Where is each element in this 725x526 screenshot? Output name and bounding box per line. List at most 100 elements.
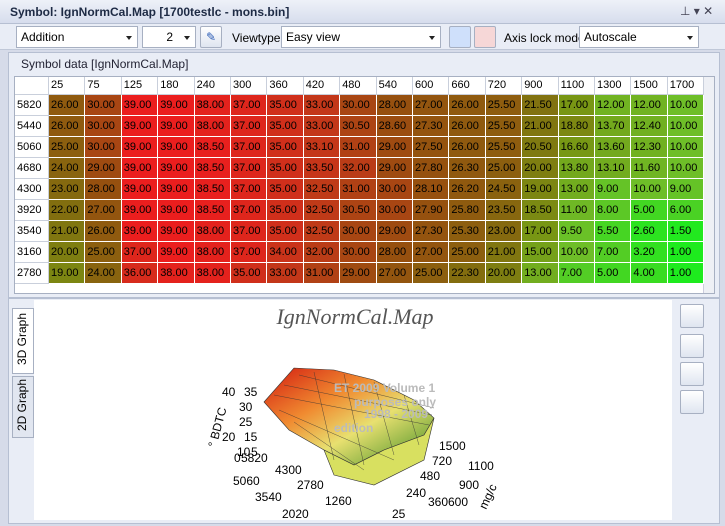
tab-2d[interactable]: 2D Graph	[12, 376, 34, 438]
table-cell: 13.00	[558, 179, 595, 200]
table-cell: 33.00	[303, 95, 341, 116]
axis-lock-select[interactable]: Autoscale	[579, 26, 699, 48]
row-header: 4300	[15, 179, 49, 200]
rpm-tick-label: 5820	[241, 451, 268, 465]
corner-header	[15, 77, 49, 95]
table-cell: 30.00	[85, 95, 122, 116]
table-cell: 23.00	[49, 179, 86, 200]
table-cell: 1.00	[667, 242, 705, 263]
table-cell: 17.00	[522, 221, 559, 242]
table-cell: 39.00	[121, 179, 159, 200]
table-cell: 11.00	[558, 200, 595, 221]
viewtype-select[interactable]: Easy view	[281, 26, 441, 48]
graph-tools	[680, 304, 706, 414]
table-cell: 37.00	[231, 137, 268, 158]
table-cell: 23.00	[485, 221, 523, 242]
table-cell: 2.60	[631, 221, 668, 242]
surface	[323, 417, 435, 486]
mg-tick-label: 720	[432, 454, 452, 468]
table-cell: 29.00	[376, 158, 413, 179]
mg-tick-label: 480	[420, 469, 440, 483]
table-cell: 31.00	[340, 179, 377, 200]
row-header: 4680	[15, 158, 49, 179]
window-button[interactable]	[449, 26, 471, 48]
column-header: 25	[49, 77, 86, 95]
table-cell: 39.00	[158, 200, 195, 221]
table-cell: 21.50	[522, 95, 559, 116]
table-cell: 37.00	[121, 242, 159, 263]
table-cell: 25.00	[449, 242, 486, 263]
tab-label: 2D Graph	[15, 378, 29, 431]
z-tick-label: 30	[239, 400, 253, 414]
table-cell: 28.00	[376, 95, 413, 116]
table-cell: 25.00	[49, 137, 86, 158]
table-cell: 39.00	[121, 137, 159, 158]
mg-tick-label: 600	[448, 495, 468, 509]
zoom-in-button[interactable]	[680, 304, 704, 328]
table-cell: 11.60	[631, 158, 668, 179]
column-header: 1700	[667, 77, 705, 95]
table-cell: 33.00	[267, 263, 304, 284]
table-cell: 27.00	[413, 95, 450, 116]
table-cell: 25.00	[85, 242, 122, 263]
table-cell: 19.00	[49, 263, 86, 284]
table-cell: 35.00	[267, 179, 304, 200]
table-cell: 10.00	[631, 179, 668, 200]
tab-3d[interactable]: 3D Graph	[12, 308, 34, 374]
column-header: 1100	[558, 77, 595, 95]
table-caption: Symbol data [IgnNormCal.Map]	[21, 57, 189, 71]
zoom-out-button[interactable]	[680, 334, 704, 358]
table-cell: 7.00	[595, 242, 632, 263]
rotate-right-button[interactable]	[680, 390, 704, 414]
mg-tick-label: 900	[459, 478, 479, 492]
scrollbar[interactable]	[703, 77, 714, 293]
watermark: ET 2009 Volume 1	[334, 381, 435, 395]
table-cell: 25.50	[485, 116, 523, 137]
column-header: 1500	[631, 77, 668, 95]
table-cell: 9.50	[558, 221, 595, 242]
table-cell: 27.00	[376, 263, 413, 284]
table-cell: 25.80	[449, 200, 486, 221]
reset-button[interactable]	[474, 26, 496, 48]
factor-input[interactable]: 2	[142, 26, 196, 48]
table-cell: 30.00	[340, 221, 377, 242]
window-controls[interactable]: ⊥ ▾ ✕	[680, 4, 714, 18]
table-cell: 13.10	[595, 158, 632, 179]
rotate-left-button[interactable]	[680, 362, 704, 386]
table-cell: 1.50	[667, 221, 705, 242]
row-header: 3540	[15, 221, 49, 242]
z-tick-label: 5	[251, 445, 258, 459]
table-cell: 9.00	[667, 179, 705, 200]
table-cell: 28.00	[85, 179, 122, 200]
table-cell: 30.00	[376, 179, 413, 200]
mg-tick-label: 1500	[439, 439, 466, 453]
table-cell: 5.00	[631, 200, 668, 221]
z-tick-label: 10	[237, 445, 251, 459]
z-tick-label: 25	[239, 415, 253, 429]
table-cell: 22.00	[49, 200, 86, 221]
table-cell: 23.50	[485, 200, 523, 221]
table-cell: 33.10	[303, 137, 341, 158]
table-cell: 38.00	[194, 95, 231, 116]
table-cell: 38.50	[194, 137, 231, 158]
z-tick-label: 35	[244, 385, 258, 399]
table-cell: 38.00	[194, 242, 231, 263]
table-cell: 20.50	[522, 137, 559, 158]
table-cell: 33.50	[303, 158, 341, 179]
table-cell: 37.00	[231, 179, 268, 200]
table-cell: 7.00	[558, 263, 595, 284]
table-cell: 13.80	[558, 158, 595, 179]
table-cell: 13.70	[595, 116, 632, 137]
table-cell: 12.00	[595, 95, 632, 116]
table-cell: 32.00	[340, 158, 377, 179]
table-cell: 31.00	[340, 137, 377, 158]
table-cell: 28.00	[376, 242, 413, 263]
operation-select[interactable]: Addition	[16, 26, 138, 48]
apply-button[interactable]: ✎	[200, 26, 222, 48]
table-cell: 30.00	[85, 116, 122, 137]
column-header: 480	[340, 77, 377, 95]
table-cell: 39.00	[121, 158, 159, 179]
window-title: Symbol: IgnNormCal.Map [1700testlc - mon…	[10, 5, 290, 19]
table-cell: 26.20	[449, 179, 486, 200]
mg-tick-label: 240	[406, 486, 426, 500]
